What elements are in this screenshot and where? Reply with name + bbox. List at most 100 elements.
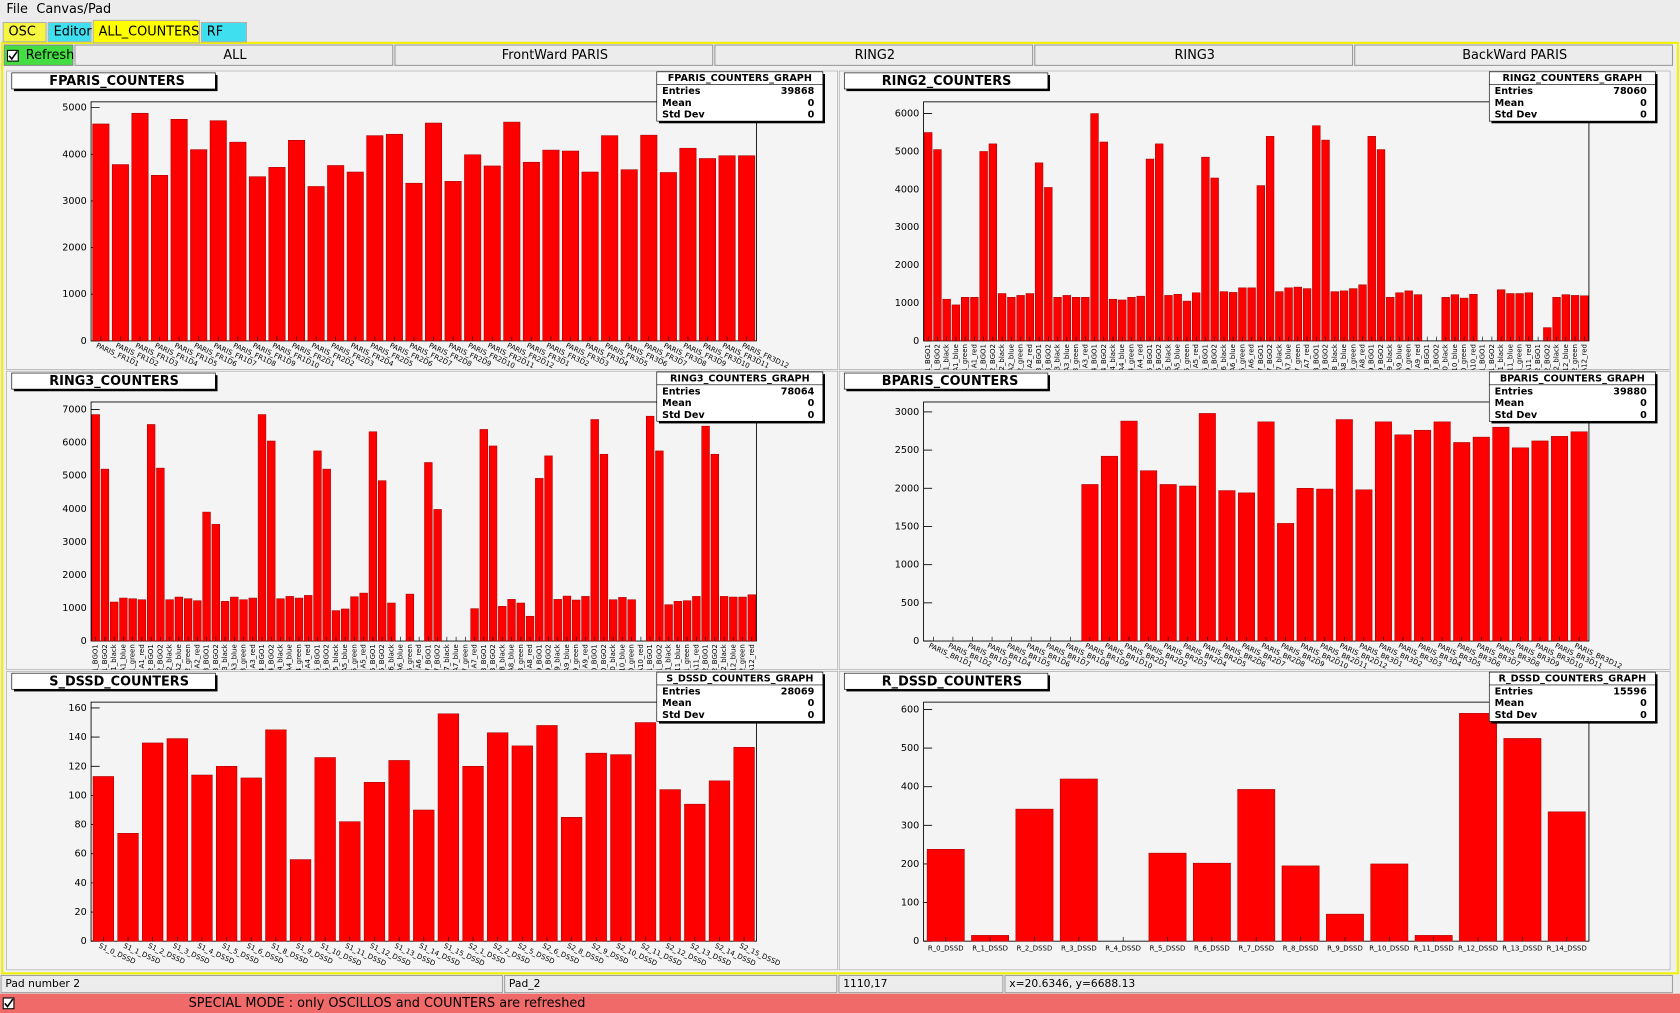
x-tick-label: A6_green bbox=[406, 644, 414, 677]
x-tick-label: A3_black bbox=[221, 644, 229, 675]
bar bbox=[1395, 292, 1404, 342]
x-tick-label: 5_BGO2 bbox=[1155, 344, 1163, 372]
refresh-box[interactable] bbox=[3, 44, 74, 66]
button[interactable] bbox=[1354, 44, 1674, 66]
pad-content: 020406080100120140160S1_0_DSSDS1_1_DSSDS… bbox=[6, 671, 838, 971]
button[interactable] bbox=[714, 44, 1034, 66]
bar bbox=[413, 809, 435, 942]
button[interactable] bbox=[394, 44, 714, 66]
button-label[interactable]: RING2 bbox=[855, 48, 895, 63]
bar bbox=[1453, 442, 1471, 642]
bar bbox=[1145, 158, 1155, 342]
stats-label: Mean bbox=[1495, 698, 1525, 709]
y-tick-label: 4000 bbox=[895, 184, 919, 195]
stats-label: Entries bbox=[1495, 386, 1534, 397]
x-tick-label: A8_black bbox=[1331, 344, 1339, 375]
bar bbox=[1100, 455, 1118, 642]
bar bbox=[1367, 136, 1376, 342]
button[interactable] bbox=[74, 44, 394, 66]
tab[interactable] bbox=[47, 21, 92, 43]
x-tick-label: A11_black bbox=[665, 644, 673, 680]
bar bbox=[1492, 426, 1510, 642]
bar bbox=[267, 440, 276, 642]
bar bbox=[924, 132, 933, 342]
x-tick-label: 4_BGO2 bbox=[1100, 344, 1108, 372]
bar bbox=[359, 592, 368, 642]
bar bbox=[1210, 177, 1219, 342]
x-tick-label: 3_BGO2 bbox=[212, 644, 220, 672]
y-tick-label: 80 bbox=[75, 820, 87, 831]
x-tick-label: A8_blue bbox=[508, 644, 516, 672]
bar bbox=[202, 511, 211, 642]
checkbox[interactable] bbox=[6, 49, 19, 62]
bar bbox=[1374, 421, 1392, 642]
button-label[interactable]: FrontWard PARIS bbox=[502, 48, 608, 63]
button[interactable] bbox=[1034, 44, 1354, 66]
stats-value: 0 bbox=[1640, 398, 1647, 409]
bar bbox=[1515, 293, 1524, 342]
stats-label: Std Dev bbox=[1495, 710, 1538, 721]
button-label[interactable]: RING3 bbox=[1175, 48, 1215, 63]
menu-item[interactable]: Canvas/Pad bbox=[36, 2, 111, 17]
refresh-label[interactable]: Refresh bbox=[26, 48, 75, 63]
tab-label[interactable]: RF bbox=[207, 25, 223, 40]
x-tick-label: 12_BGO2 bbox=[1543, 344, 1551, 376]
tab-label[interactable]: ALL_COUNTERS bbox=[99, 25, 200, 40]
stats-title: S_DSSD_COUNTERS_GRAPH bbox=[666, 674, 813, 685]
tab-label[interactable]: Editor bbox=[54, 25, 93, 40]
bar bbox=[156, 467, 165, 642]
stats-box bbox=[656, 371, 824, 422]
y-tick-label: 400 bbox=[901, 782, 919, 793]
plot-frame bbox=[923, 101, 1590, 342]
bar bbox=[1531, 440, 1549, 642]
tab[interactable] bbox=[200, 21, 247, 43]
bar bbox=[1179, 485, 1197, 642]
x-tick-label: A9_green bbox=[1405, 344, 1413, 377]
bar bbox=[193, 600, 202, 642]
bar bbox=[1237, 492, 1255, 642]
bar bbox=[388, 760, 410, 942]
bar bbox=[1552, 297, 1561, 342]
menu-item[interactable]: File bbox=[6, 2, 28, 17]
tab[interactable] bbox=[2, 21, 47, 43]
bar bbox=[137, 599, 147, 642]
bar bbox=[507, 599, 516, 642]
stats-label: Std Dev bbox=[662, 410, 705, 421]
bar bbox=[718, 155, 736, 342]
bar bbox=[1140, 470, 1158, 642]
tab-label[interactable]: OSC bbox=[9, 25, 36, 40]
x-tick-label: A3_red bbox=[249, 644, 257, 668]
bar bbox=[1219, 291, 1229, 342]
x-tick-label: 12_BGO1 bbox=[1534, 344, 1542, 376]
bar bbox=[119, 597, 128, 642]
bar bbox=[1459, 713, 1497, 942]
bar bbox=[1281, 865, 1320, 942]
bar bbox=[470, 608, 479, 642]
bar bbox=[92, 776, 115, 942]
bar bbox=[1335, 419, 1353, 642]
bar bbox=[640, 134, 658, 342]
x-tick-label: 2_BGO2 bbox=[156, 644, 164, 672]
pad-content: 0 1000 2000 3000 4000 5000 6000 7000 1_BGO1 1_BGO… bbox=[6, 370, 838, 680]
button-label[interactable]: BackWard PARIS bbox=[1462, 48, 1567, 63]
bar bbox=[211, 524, 220, 642]
x-tick-label: A3_green bbox=[240, 644, 248, 677]
stats-value: 0 bbox=[808, 98, 815, 109]
x-tick-label: 9_BGO1 bbox=[535, 644, 543, 672]
bar bbox=[276, 598, 285, 642]
special-checkbox[interactable] bbox=[2, 997, 15, 1010]
x-tick-label: A7_black bbox=[1275, 344, 1283, 375]
x-tick-label: A5_green bbox=[350, 644, 358, 677]
bar bbox=[733, 747, 755, 942]
x-tick-label: R_13_DSSD bbox=[1502, 945, 1542, 953]
button-label[interactable]: ALL bbox=[223, 48, 247, 63]
tab[interactable] bbox=[92, 19, 200, 44]
x-tick-label: 8_BGO2 bbox=[1322, 344, 1330, 372]
bar bbox=[346, 171, 364, 342]
bar bbox=[110, 601, 119, 642]
bar bbox=[544, 455, 553, 642]
bar bbox=[331, 610, 341, 642]
x-tick-label: A11_blue bbox=[674, 644, 682, 676]
bar bbox=[1108, 298, 1118, 342]
bar bbox=[659, 789, 681, 942]
